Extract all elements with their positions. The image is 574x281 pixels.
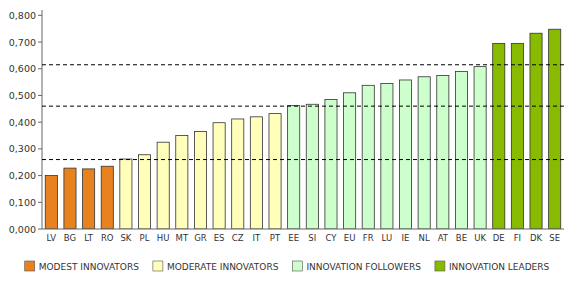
bar <box>288 106 300 229</box>
bar <box>306 104 318 229</box>
tick-label: MT <box>176 233 189 243</box>
tick-label: GR <box>194 233 207 243</box>
bar <box>138 155 150 229</box>
tick-label: 0,000 <box>9 224 36 235</box>
tick-label: BE <box>456 233 467 243</box>
legend-item: INNOVATION LEADERS <box>435 261 550 272</box>
tick-label: 0,100 <box>9 197 36 208</box>
tick-label: 0,500 <box>9 90 36 101</box>
tick-label: IE <box>402 233 410 243</box>
legend-item: INNOVATION FOLLOWERS <box>292 261 421 272</box>
tick-label: IT <box>253 233 262 243</box>
tick-label: SI <box>308 233 316 243</box>
legend-label: MODEST INNOVATORS <box>39 262 139 272</box>
tick-label: LV <box>47 233 57 243</box>
tick <box>38 122 42 123</box>
bar <box>101 166 113 229</box>
reference-line <box>42 106 564 107</box>
legend-swatch <box>153 261 163 271</box>
tick <box>38 68 42 69</box>
bar <box>455 71 467 229</box>
tick-label: FR <box>363 233 374 243</box>
tick <box>38 202 42 203</box>
bars <box>42 29 564 229</box>
tick <box>38 15 42 16</box>
bar <box>325 99 337 229</box>
tick <box>38 175 42 176</box>
tick-label: BG <box>64 233 76 243</box>
chart: 0,000 0,100 0,200 0,300 0,400 0,500 0,600 0,700… <box>0 0 574 281</box>
tick-label: UK <box>474 233 486 243</box>
legend-swatch <box>292 261 302 271</box>
tick-label: PT <box>270 233 281 243</box>
bar <box>194 132 206 229</box>
tick-label: 0,700 <box>9 37 36 48</box>
tick <box>38 42 42 43</box>
legend: MODEST INNOVATORS MODERATE INNOVATORS INNO… <box>25 261 550 272</box>
legend-label: INNOVATION LEADERS <box>449 262 550 272</box>
bar <box>493 43 505 229</box>
tick-label: SE <box>549 233 560 243</box>
tick-label: DK <box>530 233 543 243</box>
reference-line <box>42 159 564 160</box>
legend-swatch <box>25 261 35 271</box>
bar <box>269 114 281 229</box>
tick-label: CZ <box>232 233 244 243</box>
bar <box>213 123 225 229</box>
bar <box>232 119 244 229</box>
tick-label: 0,200 <box>9 170 36 181</box>
tick <box>38 95 42 96</box>
bar <box>120 159 132 229</box>
tick-label: DE <box>493 233 505 243</box>
legend-item: MODEST INNOVATORS <box>25 261 139 272</box>
tick-label: FI <box>514 233 521 243</box>
tick-label: 0,400 <box>9 117 36 128</box>
bar <box>176 136 188 229</box>
reference-line <box>42 64 564 65</box>
y-axis: 0,000 0,100 0,200 0,300 0,400 0,500 0,600 0,700… <box>9 10 42 235</box>
bar <box>399 80 411 229</box>
tick-label: RO <box>101 233 114 243</box>
bar <box>83 169 95 229</box>
tick-label: AT <box>438 233 449 243</box>
bar <box>344 93 356 229</box>
tick-label: SK <box>120 233 131 243</box>
bar <box>418 77 430 229</box>
bar <box>549 29 561 229</box>
axis-line <box>42 229 564 230</box>
bar <box>64 168 76 229</box>
tick-label: LT <box>84 233 94 243</box>
bar <box>250 117 262 229</box>
tick-label: PL <box>140 233 150 243</box>
tick-label: 0,300 <box>9 143 36 154</box>
x-axis: LV BG LT RO SK PL HU MT GR ES CZ IT PT EE SI CY EU FR LU IE… <box>42 229 564 243</box>
tick <box>38 148 42 149</box>
bar <box>45 176 57 229</box>
tick-label: LU <box>382 233 393 243</box>
legend-item: MODERATE INNOVATORS <box>153 261 279 272</box>
bar <box>511 43 523 229</box>
bar <box>530 33 542 229</box>
legend-label: INNOVATION FOLLOWERS <box>306 262 421 272</box>
tick <box>38 229 42 230</box>
legend-swatch <box>435 261 445 271</box>
tick-label: 0,600 <box>9 63 36 74</box>
tick-label: 0,800 <box>9 10 36 21</box>
bar <box>474 67 486 229</box>
tick-label: ES <box>214 233 225 243</box>
tick-label: EE <box>288 233 299 243</box>
bar <box>157 142 169 229</box>
bar <box>381 83 393 229</box>
tick-label: HU <box>157 233 170 243</box>
tick-label: NL <box>419 233 430 243</box>
axis-line <box>42 10 43 229</box>
legend-label: MODERATE INNOVATORS <box>167 262 279 272</box>
tick-label: CY <box>325 233 337 243</box>
bar <box>362 85 374 229</box>
tick-label: EU <box>344 233 356 243</box>
bar <box>437 75 449 229</box>
